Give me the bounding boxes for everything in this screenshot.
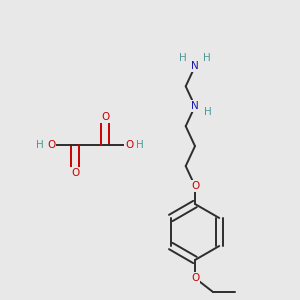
Text: H: H (179, 53, 187, 63)
Text: O: O (191, 181, 199, 191)
Text: H: H (203, 53, 211, 63)
Text: O: O (71, 168, 79, 178)
Text: H: H (204, 107, 212, 117)
Text: O: O (47, 140, 55, 150)
Text: N: N (191, 101, 199, 111)
Text: O: O (191, 273, 199, 283)
Text: H: H (136, 140, 144, 150)
Text: O: O (101, 112, 109, 122)
Text: N: N (191, 61, 199, 71)
Text: H: H (36, 140, 44, 150)
Text: O: O (125, 140, 133, 150)
